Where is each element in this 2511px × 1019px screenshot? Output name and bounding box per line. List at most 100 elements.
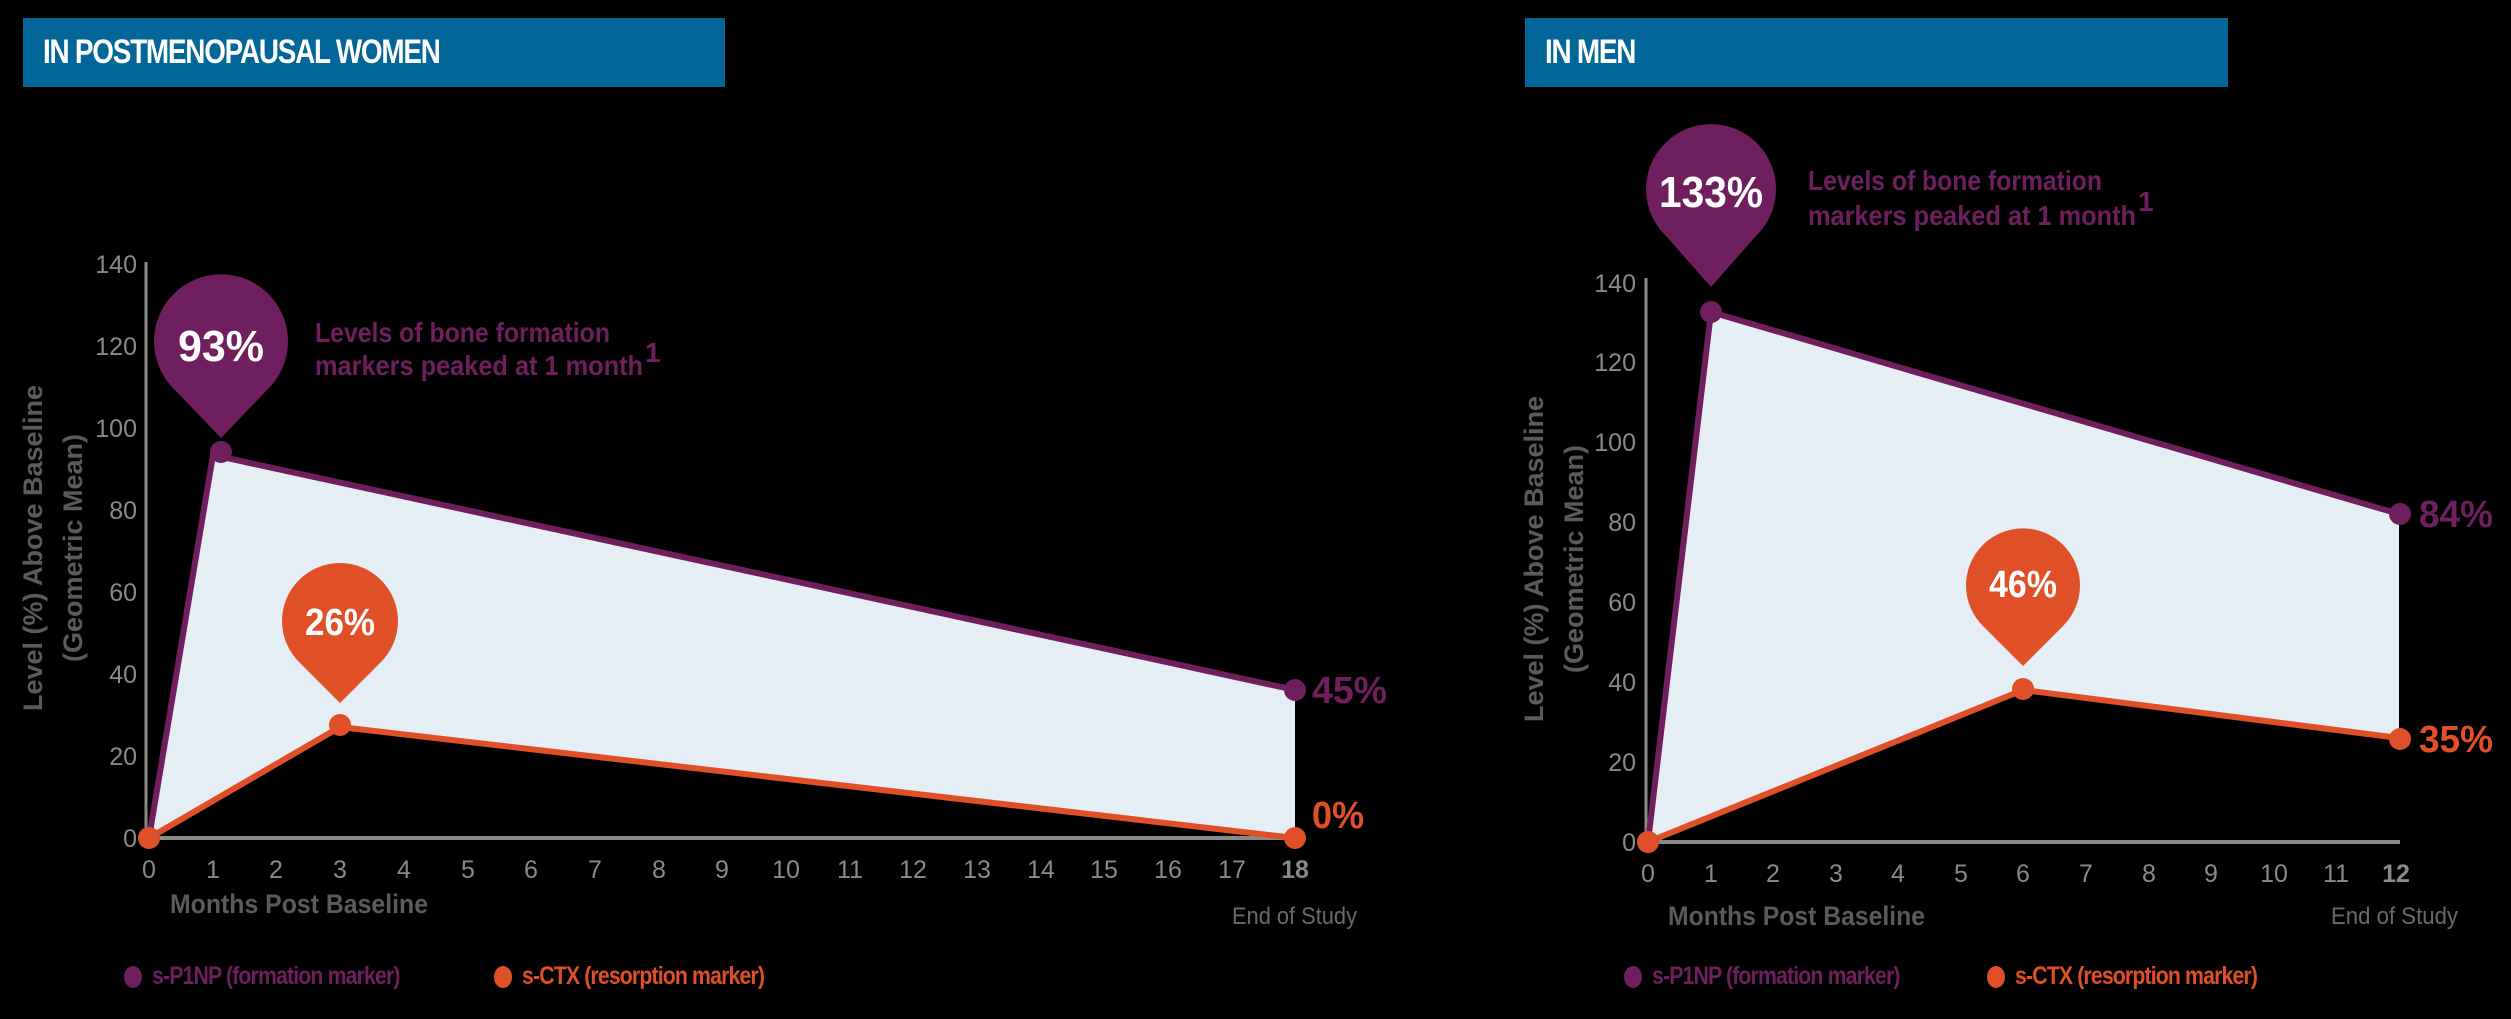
end-of-study-label: End of Study xyxy=(1232,903,1357,930)
svg-text:7: 7 xyxy=(588,856,602,884)
y-tick-labels: 0 20 40 60 80 100 120 140 xyxy=(1594,270,1636,857)
svg-text:0: 0 xyxy=(123,825,137,853)
data-point-resorption xyxy=(138,827,160,849)
end-of-study-label: End of Study xyxy=(2331,903,2458,930)
svg-text:9: 9 xyxy=(715,856,729,884)
svg-text:12: 12 xyxy=(899,856,927,884)
data-point-formation xyxy=(1284,679,1306,701)
svg-text:9: 9 xyxy=(2204,860,2218,888)
svg-text:4: 4 xyxy=(1891,860,1905,888)
svg-text:Level (%) Above Baseline: Level (%) Above Baseline xyxy=(18,385,48,711)
svg-text:6: 6 xyxy=(2016,860,2030,888)
svg-text:3: 3 xyxy=(1829,860,1843,888)
y-tick-labels: 0 20 40 60 80 100 120 140 xyxy=(95,251,137,853)
svg-text:Levels of bone formation: Levels of bone formation xyxy=(315,317,610,348)
svg-text:markers peaked at 1 month: markers peaked at 1 month xyxy=(315,350,643,381)
svg-text:1: 1 xyxy=(2138,186,2154,217)
chart-header-women: IN POSTMENOPAUSAL WOMEN xyxy=(23,18,725,87)
svg-text:Level (%) Above Baseline: Level (%) Above Baseline xyxy=(1519,396,1549,722)
legend-dot-icon xyxy=(1624,965,1642,988)
x-axis-title: Months Post Baseline xyxy=(170,889,428,919)
svg-text:120: 120 xyxy=(95,333,137,361)
svg-text:1: 1 xyxy=(645,337,661,368)
svg-text:120: 120 xyxy=(1594,349,1636,377)
svg-text:11: 11 xyxy=(837,856,863,884)
x-axis-title: Months Post Baseline xyxy=(1668,901,1925,931)
legend-item-formation: s-P1NP (formation marker) xyxy=(124,962,470,991)
svg-text:140: 140 xyxy=(95,251,137,279)
data-point-resorption xyxy=(1284,827,1306,849)
svg-text:20: 20 xyxy=(1608,749,1636,777)
svg-text:(Geometric Mean): (Geometric Mean) xyxy=(1559,445,1589,673)
svg-text:0: 0 xyxy=(1641,860,1655,888)
data-point-formation xyxy=(210,441,232,463)
data-point-resorption xyxy=(329,714,351,736)
end-value-formation: 45% xyxy=(1312,670,1387,712)
svg-text:14: 14 xyxy=(1027,856,1055,884)
data-point-formation xyxy=(1700,301,1722,323)
svg-text:100: 100 xyxy=(1594,429,1636,457)
x-tick-labels: 0 1 2 3 4 5 6 7 8 9 10 11 12 13 14 15 16… xyxy=(142,856,1309,884)
pin-marker-resorption-peak: 26% xyxy=(282,562,398,703)
pin-marker-formation-peak: 133% xyxy=(1646,124,1777,287)
svg-text:10: 10 xyxy=(2260,860,2288,888)
svg-text:100: 100 xyxy=(95,415,137,443)
chart-header-men: IN MEN xyxy=(1525,18,2228,87)
svg-text:2: 2 xyxy=(1766,860,1780,888)
svg-text:13: 13 xyxy=(963,856,991,884)
svg-text:8: 8 xyxy=(652,856,666,884)
svg-text:8: 8 xyxy=(2142,860,2156,888)
svg-text:60: 60 xyxy=(1608,589,1636,617)
svg-text:140: 140 xyxy=(1594,270,1636,298)
svg-text:16: 16 xyxy=(1154,856,1182,884)
legend-dot-icon xyxy=(1987,965,2005,988)
svg-text:5: 5 xyxy=(461,856,475,884)
pin-marker-resorption-peak: 46% xyxy=(1966,528,2080,666)
svg-text:80: 80 xyxy=(109,497,137,525)
chart-panel-women: IN POSTMENOPAUSAL WOMEN 0 20 40 60 80 10… xyxy=(18,18,1387,991)
end-value-formation: 84% xyxy=(2419,494,2493,536)
area-between-series xyxy=(149,457,1295,838)
chart-plot-women: 0 20 40 60 80 100 120 140 0 1 2 3 4 5 6 … xyxy=(18,251,1387,930)
svg-text:4: 4 xyxy=(397,856,411,884)
data-point-resorption xyxy=(2389,728,2411,750)
svg-text:0: 0 xyxy=(142,856,156,884)
legend-item-formation: s-P1NP (formation marker) xyxy=(1624,962,1970,991)
svg-text:93%: 93% xyxy=(178,322,264,371)
svg-text:10: 10 xyxy=(772,856,800,884)
svg-text:6: 6 xyxy=(524,856,538,884)
end-value-resorption: 0% xyxy=(1312,795,1364,837)
x-tick-labels: 0 1 2 3 4 5 6 7 8 9 10 11 12 xyxy=(1641,860,2410,888)
legend-dot-icon xyxy=(494,965,512,988)
chart-title: IN POSTMENOPAUSAL WOMEN xyxy=(43,33,441,71)
svg-text:80: 80 xyxy=(1608,509,1636,537)
svg-text:3: 3 xyxy=(333,856,347,884)
svg-text:11: 11 xyxy=(2323,860,2349,888)
chart-title: IN MEN xyxy=(1545,33,1636,71)
legend-item-resorption: s-CTX (resorption marker) xyxy=(1987,962,2300,991)
svg-text:Levels of bone formation: Levels of bone formation xyxy=(1808,165,2102,196)
data-point-formation xyxy=(2389,503,2411,525)
legend-dot-icon xyxy=(124,965,142,988)
svg-text:15: 15 xyxy=(1090,856,1118,884)
svg-text:46%: 46% xyxy=(1989,564,2057,606)
y-axis-title: Level (%) Above Baseline (Geometric Mean… xyxy=(1519,396,1589,722)
y-axis-title: Level (%) Above Baseline (Geometric Mean… xyxy=(18,385,88,711)
svg-text:133%: 133% xyxy=(1659,168,1763,217)
svg-text:17: 17 xyxy=(1218,856,1246,884)
svg-text:12: 12 xyxy=(2382,860,2410,888)
pin-marker-formation-peak: 93% xyxy=(153,274,288,438)
end-value-resorption: 35% xyxy=(2419,719,2493,761)
data-point-resorption xyxy=(2012,678,2034,700)
svg-text:40: 40 xyxy=(109,661,137,689)
legend: s-P1NP (formation marker) s-CTX (resorpt… xyxy=(1624,962,2340,991)
svg-text:26%: 26% xyxy=(305,602,375,644)
svg-text:1: 1 xyxy=(1704,860,1718,888)
svg-text:(Geometric Mean): (Geometric Mean) xyxy=(58,434,88,662)
peak-annotation: Levels of bone formation markers peaked … xyxy=(1808,165,2154,231)
svg-text:18: 18 xyxy=(1281,856,1309,884)
svg-text:0: 0 xyxy=(1622,829,1636,857)
svg-text:2: 2 xyxy=(269,856,283,884)
